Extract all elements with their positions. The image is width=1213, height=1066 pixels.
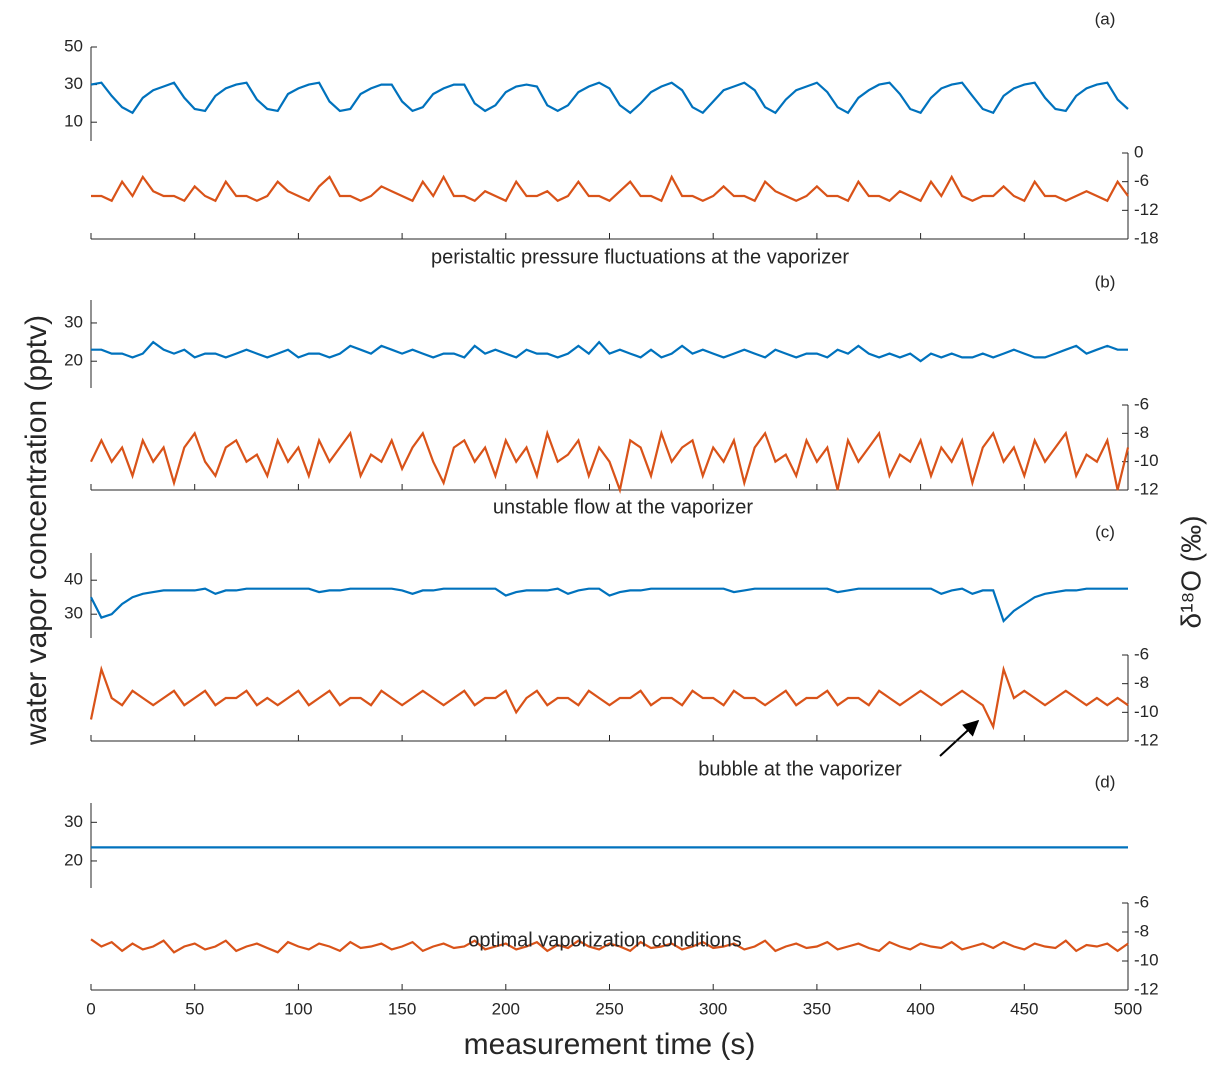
y-tick-label: 20: [64, 850, 83, 869]
panel-label: (b): [1095, 272, 1116, 291]
data-line: [90, 81, 1129, 115]
y-tick-label: 30: [64, 74, 83, 93]
y2-tick-label: -6: [1134, 394, 1149, 413]
data-line: [89, 665, 1129, 731]
panel-label: (a): [1095, 9, 1116, 28]
x-tick-label: 400: [906, 999, 934, 1018]
panel-label: (d): [1095, 772, 1116, 791]
data-line: [90, 938, 1129, 954]
y2-tick-label: -10: [1134, 702, 1159, 721]
panel-label: (c): [1095, 522, 1115, 541]
x-axis-label: measurement time (s): [464, 1028, 756, 1061]
y-tick-label: 30: [64, 312, 83, 331]
y-tick-label: 10: [64, 112, 83, 131]
y2-tick-label: -8: [1134, 673, 1149, 692]
x-tick-label: 250: [595, 999, 623, 1018]
y2-tick-label: -6: [1134, 171, 1149, 190]
y2-tick-label: -12: [1134, 479, 1159, 498]
y-tick-label: 50: [64, 36, 83, 55]
x-tick-label: 450: [1010, 999, 1038, 1018]
x-tick-label: 150: [388, 999, 416, 1018]
x-tick-label: 0: [86, 999, 95, 1018]
y2-axis-label: δ¹⁸O (‰): [1175, 516, 1206, 629]
x-tick-label: 300: [699, 999, 727, 1018]
y2-tick-label: -8: [1134, 423, 1149, 442]
y2-tick-label: -12: [1134, 200, 1159, 219]
y-tick-label: 40: [64, 570, 83, 589]
caption: unstable flow at the vaporizer: [493, 496, 753, 518]
y2-tick-label: -6: [1134, 644, 1149, 663]
y2-tick-label: -8: [1134, 921, 1149, 940]
caption: optimal vaporization conditions: [468, 929, 742, 951]
x-tick-label: 500: [1114, 999, 1142, 1018]
x-tick-label: 50: [185, 999, 204, 1018]
y2-tick-label: 0: [1134, 142, 1143, 161]
x-tick-label: 350: [803, 999, 831, 1018]
y-tick-label: 20: [64, 351, 83, 370]
y-tick-label: 30: [64, 604, 83, 623]
data-line: [91, 174, 1129, 203]
annotation: bubble at the vaporizer: [698, 758, 902, 780]
x-tick-label: 100: [284, 999, 312, 1018]
x-tick-label: 200: [492, 999, 520, 1018]
y2-tick-label: -6: [1134, 892, 1149, 911]
data-line: [91, 340, 1128, 363]
y2-tick-label: -10: [1134, 950, 1159, 969]
annotation-arrow: [939, 719, 980, 757]
y-axis-label: water vapor concentration (pptv): [20, 315, 53, 746]
caption: peristaltic pressure fluctuations at the…: [431, 246, 849, 268]
y2-tick-label: -10: [1134, 451, 1159, 470]
y2-tick-label: -12: [1134, 979, 1159, 998]
y-tick-label: 30: [64, 812, 83, 831]
data-line: [90, 587, 1128, 624]
y2-tick-label: -12: [1134, 730, 1159, 749]
y2-tick-label: -18: [1134, 228, 1159, 247]
data-line: [90, 429, 1130, 494]
